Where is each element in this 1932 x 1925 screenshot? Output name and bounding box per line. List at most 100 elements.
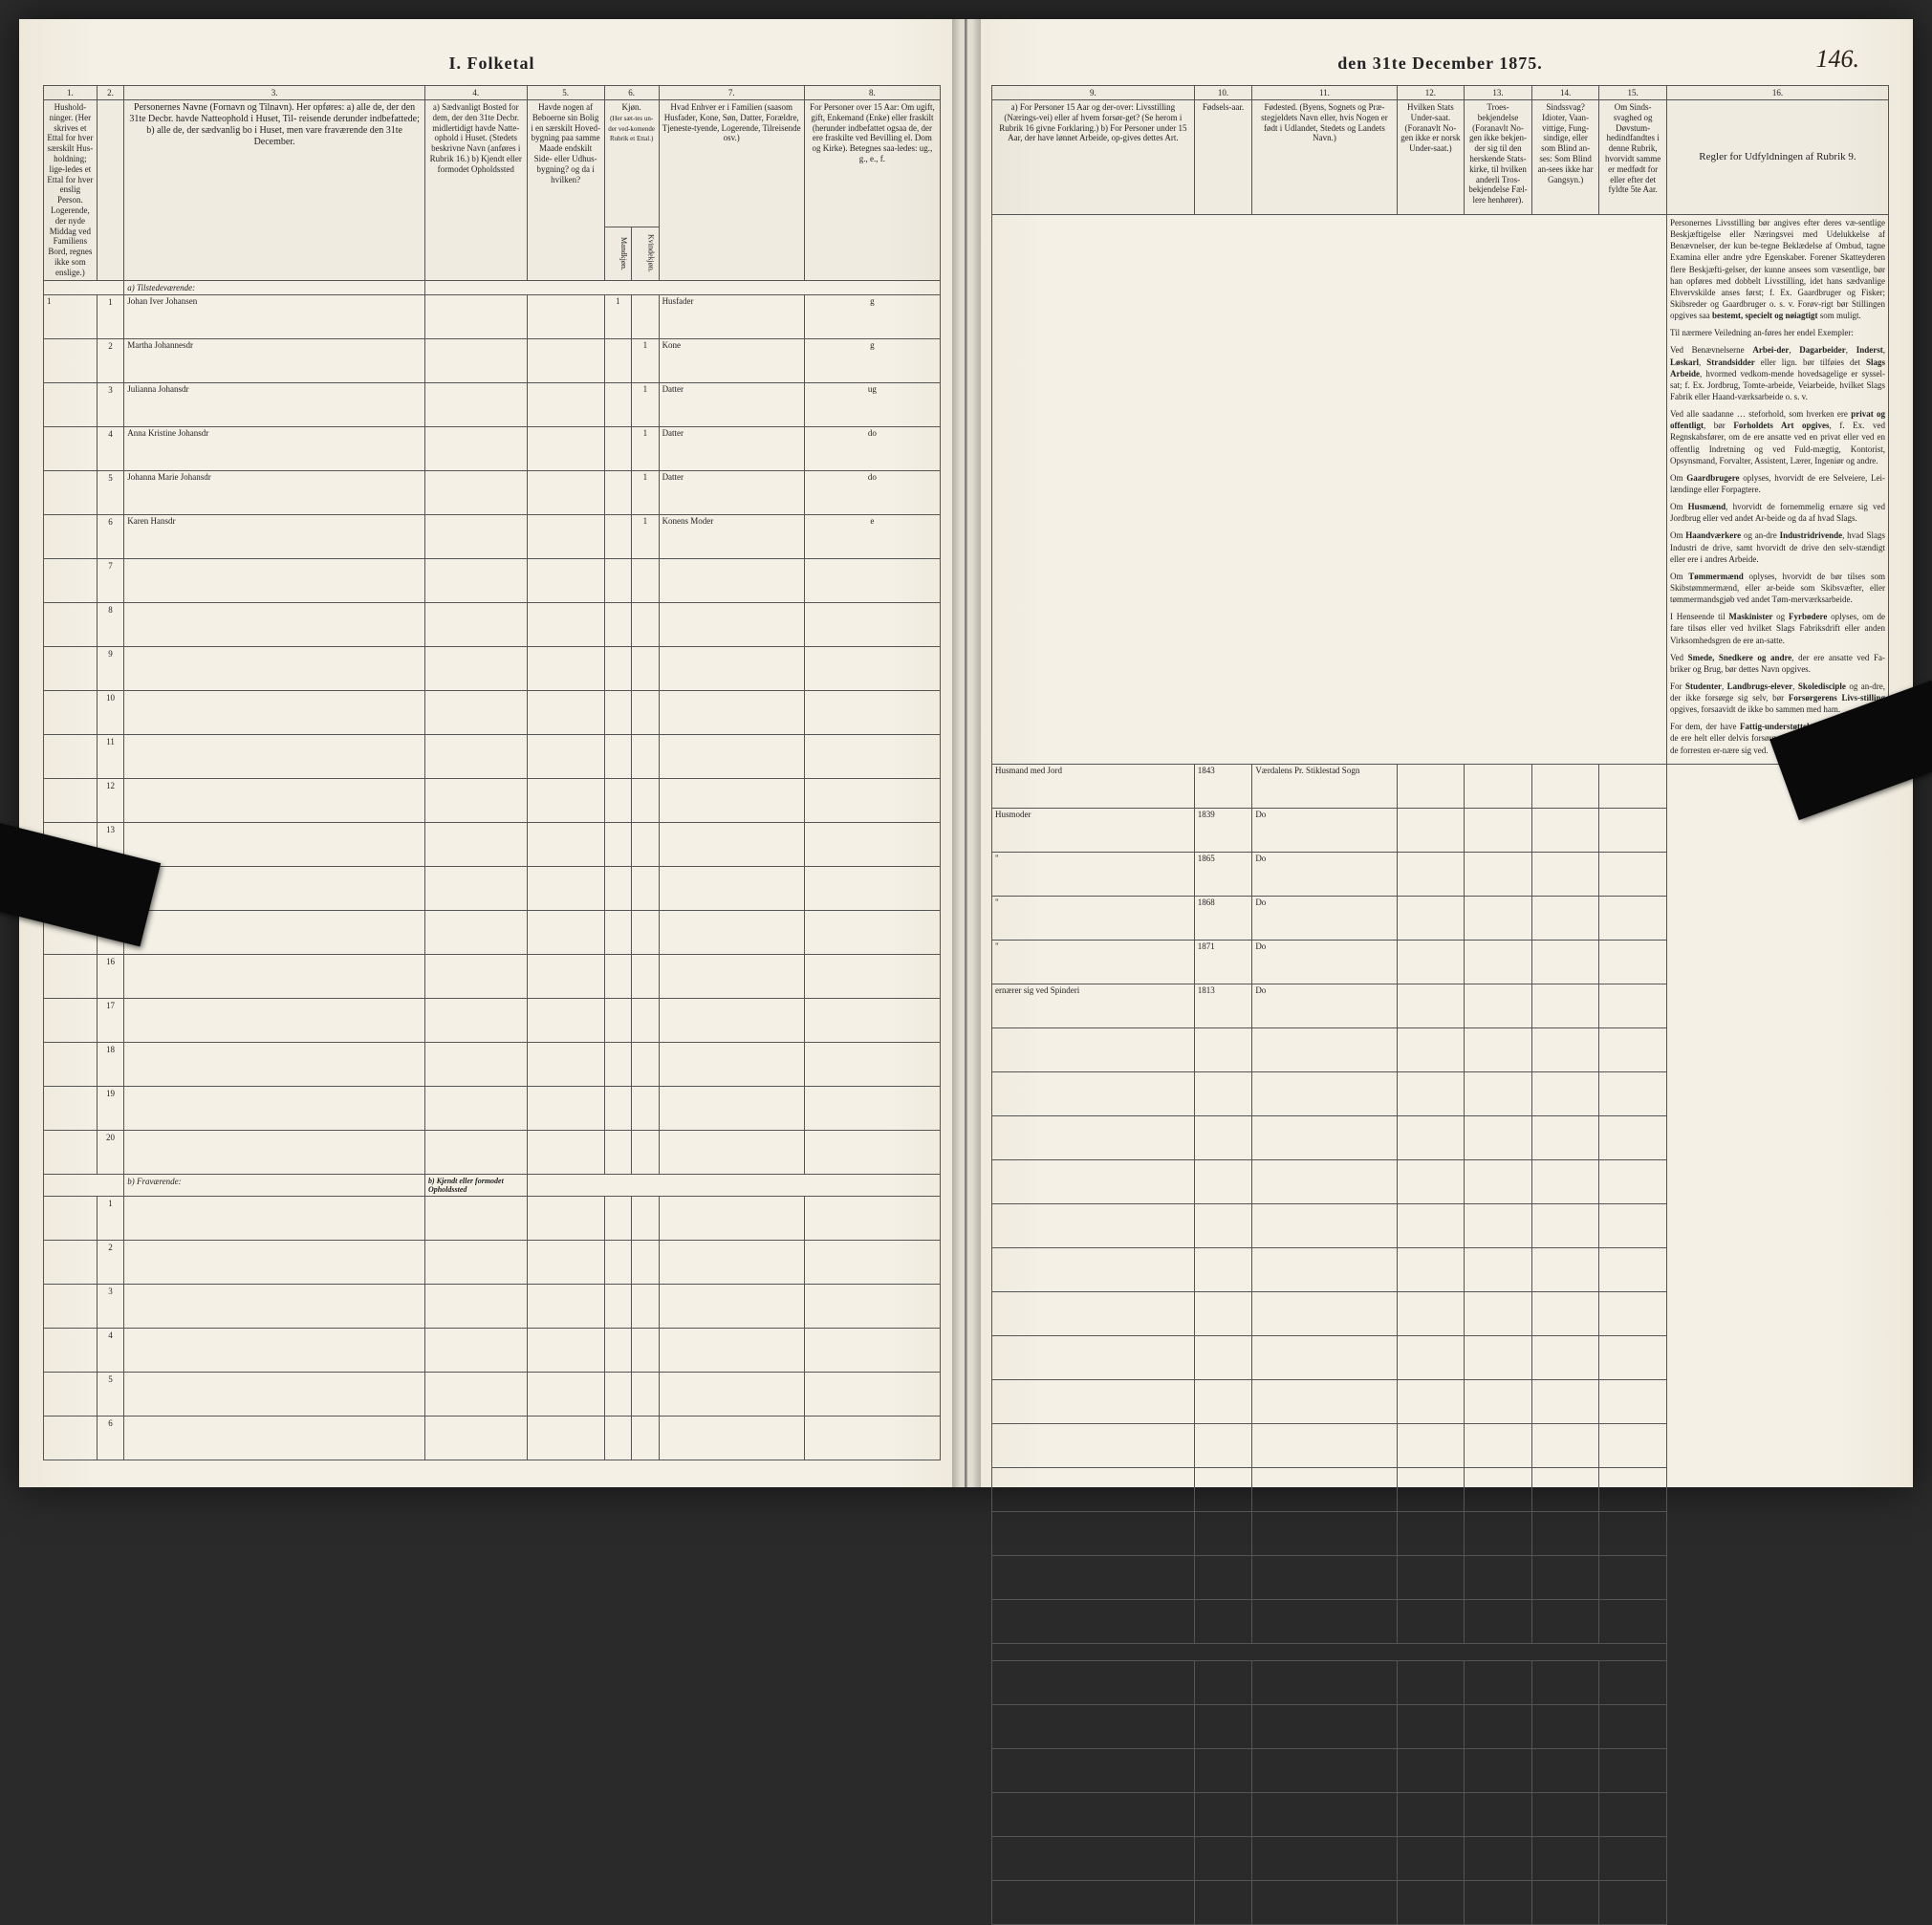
household-num <box>44 514 98 558</box>
col-num: 15. <box>1599 86 1667 100</box>
cell <box>1599 852 1667 896</box>
sex-m: 1 <box>604 294 631 338</box>
birth-year: 1843 <box>1194 764 1252 808</box>
table-row-empty <box>992 1704 1889 1748</box>
occupation: ernærer sig ved Spinderi <box>992 984 1195 1027</box>
row-num: 20 <box>97 1130 123 1174</box>
cell <box>424 470 527 514</box>
civil-status: do <box>804 426 940 470</box>
cell <box>1599 808 1667 852</box>
civil-status: g <box>804 294 940 338</box>
header-civil: For Personer over 15 Aar: Om ugift, gift… <box>804 100 940 281</box>
page-right: 146. den 31te December 1875. 9. 10. 11. … <box>966 19 1913 1487</box>
sex-f <box>632 294 659 338</box>
header-rules: Regler for Udfyldningen af Rubrik 9. <box>1666 100 1888 215</box>
household-num: 1 <box>44 294 98 338</box>
civil-status: do <box>804 470 940 514</box>
table-row-empty: 8 <box>44 602 941 646</box>
table-row-empty <box>992 1423 1889 1467</box>
occupation: " <box>992 896 1195 940</box>
row-num: 3 <box>97 1284 123 1328</box>
cell <box>527 338 604 382</box>
row-num: 18 <box>97 1042 123 1086</box>
table-row-empty <box>992 1247 1889 1291</box>
birth-year: 1813 <box>1194 984 1252 1027</box>
cell <box>527 294 604 338</box>
header-seq <box>97 100 123 281</box>
table-row-empty <box>992 1291 1889 1335</box>
table-row: 11Johan Iver Johansen1Husfaderg <box>44 294 941 338</box>
birth-year: 1868 <box>1194 896 1252 940</box>
row-num: 5 <box>97 470 123 514</box>
header-occupation: a) For Personer 15 Aar og der-over: Livs… <box>992 100 1195 215</box>
table-row-empty <box>992 1599 1889 1643</box>
header-residence: a) Sædvanligt Bosted for dem, der den 31… <box>424 100 527 281</box>
family-role: Datter <box>659 426 804 470</box>
row-num: 11 <box>97 734 123 778</box>
birth-place: Do <box>1252 808 1397 852</box>
row-num: 1 <box>97 294 123 338</box>
row-num: 5 <box>97 1372 123 1416</box>
col-num: 14. <box>1531 86 1599 100</box>
header-households: Hushold- ninger. (Her skrives et Ettal f… <box>44 100 98 281</box>
sex-f: 1 <box>632 470 659 514</box>
table-row: 6Karen Hansdr1Konens Modere <box>44 514 941 558</box>
col-num: 12. <box>1397 86 1465 100</box>
cell <box>1531 852 1599 896</box>
row-num: 7 <box>97 558 123 602</box>
sex-m <box>604 382 631 426</box>
cell <box>1465 984 1532 1027</box>
col-num: 2. <box>97 86 123 100</box>
table-row-empty <box>992 1467 1889 1511</box>
cell <box>1397 940 1465 984</box>
col-num: 10. <box>1194 86 1252 100</box>
cell <box>527 470 604 514</box>
household-num <box>44 426 98 470</box>
header-names: Personernes Navne (Fornavn og Tilnavn). … <box>124 100 425 281</box>
col-num: 13. <box>1465 86 1532 100</box>
occupation: " <box>992 852 1195 896</box>
table-row-empty <box>992 1836 1889 1880</box>
table-row-empty: 20 <box>44 1130 941 1174</box>
table-row-empty: 13 <box>44 822 941 866</box>
table-row-empty: 11 <box>44 734 941 778</box>
header-building: Havde nogen af Beboerne sin Bolig i en s… <box>527 100 604 281</box>
household-num <box>44 470 98 514</box>
table-row-empty: 7 <box>44 558 941 602</box>
row-num: 2 <box>97 338 123 382</box>
cell <box>527 382 604 426</box>
household-num <box>44 338 98 382</box>
cell <box>1465 896 1532 940</box>
table-row-empty: 14 <box>44 866 941 910</box>
table-row-empty: 18 <box>44 1042 941 1086</box>
table-row-empty: 17 <box>44 998 941 1042</box>
rules-paragraph: Ved Benævnelserne Arbei-der, Dagarbeider… <box>1670 344 1885 402</box>
birth-place: Do <box>1252 852 1397 896</box>
header-disability-when: Om Sinds-svaghed og Døvstum-hedindfandte… <box>1599 100 1667 215</box>
table-row: ernærer sig ved Spinderi1813Do <box>992 984 1889 1027</box>
title-right: den 31te December 1875. <box>991 48 1889 85</box>
birth-year: 1871 <box>1194 940 1252 984</box>
table-row: 5Johanna Marie Johansdr1Datterdo <box>44 470 941 514</box>
table-row-empty: 5 <box>44 1372 941 1416</box>
table-row: 4Anna Kristine Johansdr1Datterdo <box>44 426 941 470</box>
table-row-empty: 19 <box>44 1086 941 1130</box>
row-num: 6 <box>97 514 123 558</box>
cell <box>1465 940 1532 984</box>
birth-place: Do <box>1252 896 1397 940</box>
cell <box>1531 764 1599 808</box>
row-num: 4 <box>97 426 123 470</box>
table-row-empty: 2 <box>44 1240 941 1284</box>
row-num: 10 <box>97 690 123 734</box>
table-row: Husmand med Jord1843Værdalens Pr. Stikle… <box>992 764 1889 808</box>
table-row-empty <box>992 1115 1889 1159</box>
civil-status: e <box>804 514 940 558</box>
row-num: 9 <box>97 646 123 690</box>
rules-paragraph: Til nærmere Veiledning an-føres her ende… <box>1670 327 1885 338</box>
family-role: Datter <box>659 382 804 426</box>
table-row: "1871Do <box>992 940 1889 984</box>
table-row-empty <box>992 1792 1889 1836</box>
row-num: 12 <box>97 778 123 822</box>
table-row: "1868Do <box>992 896 1889 940</box>
cell <box>1397 764 1465 808</box>
